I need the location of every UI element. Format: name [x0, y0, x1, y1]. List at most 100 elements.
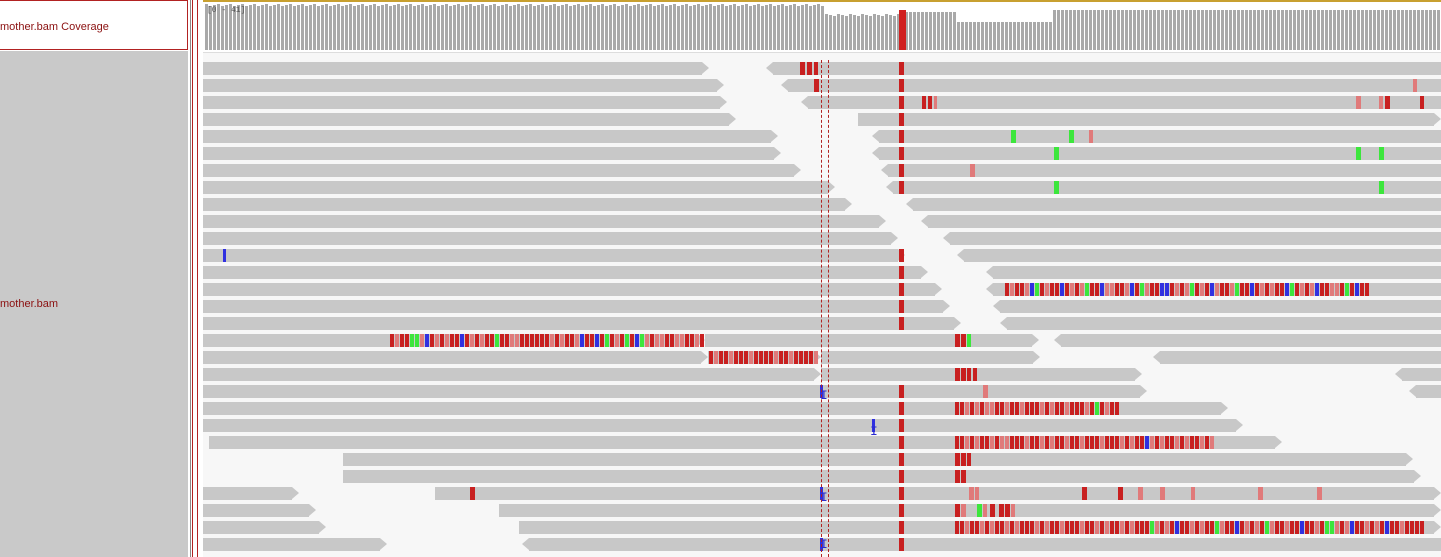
read-alignment[interactable] [203, 147, 774, 160]
read-alignment[interactable] [821, 368, 1135, 381]
read-alignment[interactable] [203, 215, 879, 228]
read-alignment[interactable] [203, 300, 943, 313]
mismatch-base [899, 436, 904, 449]
alignment-track-name[interactable]: mother.bam [0, 51, 188, 557]
read-alignment[interactable] [1402, 368, 1441, 381]
read-alignment[interactable] [203, 249, 898, 262]
coverage-bar [965, 22, 968, 50]
panel-divider[interactable] [191, 0, 200, 557]
read-alignment[interactable] [203, 181, 828, 194]
read-alignment[interactable] [203, 317, 954, 330]
read-alignment[interactable] [879, 130, 1441, 143]
coverage-bar [1357, 10, 1360, 50]
read-alignment[interactable] [203, 368, 814, 381]
mismatch-base [1100, 402, 1104, 415]
read-alignment[interactable] [343, 470, 1414, 483]
mismatch-base [1060, 521, 1064, 534]
read-alignment[interactable] [964, 249, 1441, 262]
read-alignment[interactable] [993, 266, 1441, 279]
read-alignment[interactable] [1160, 351, 1441, 364]
read-alignment[interactable] [203, 164, 794, 177]
read-alignment[interactable] [893, 181, 1441, 194]
read-alignment[interactable] [203, 351, 701, 364]
read-alignment[interactable] [879, 147, 1441, 160]
mismatch-base [420, 334, 424, 347]
coverage-track-name[interactable]: mother.bam Coverage [0, 0, 188, 50]
coverage-bar [1009, 22, 1012, 50]
mismatch-base [1290, 521, 1294, 534]
insertion-marker-icon[interactable]: I [820, 538, 828, 551]
read-arrow-forward [845, 198, 852, 210]
read-alignment[interactable] [858, 113, 1434, 126]
read-alignment[interactable] [1061, 334, 1441, 347]
mismatch-base [1150, 521, 1154, 534]
coverage-bar [1129, 10, 1132, 50]
read-alignment[interactable] [203, 79, 717, 92]
read-alignment[interactable] [705, 334, 1032, 347]
mismatch-base [1310, 521, 1314, 534]
read-alignment[interactable] [888, 164, 1441, 177]
read-alignment[interactable] [203, 113, 729, 126]
read-alignment[interactable] [343, 453, 1406, 466]
data-panel[interactable]: [0 - 41] I I I I [203, 0, 1441, 557]
read-alignment[interactable] [203, 487, 292, 500]
mismatch-base [670, 334, 674, 347]
read-alignment[interactable] [203, 419, 1236, 432]
mismatch-base [1120, 436, 1124, 449]
coverage-bar [1169, 10, 1172, 50]
mismatch-base [1160, 436, 1164, 449]
mismatch-base [540, 334, 544, 347]
read-alignment[interactable] [788, 79, 1441, 92]
mismatch-base [1070, 436, 1074, 449]
coverage-track[interactable]: [0 - 41] [203, 0, 1441, 53]
read-alignment[interactable] [203, 266, 921, 279]
read-alignment[interactable] [203, 198, 845, 211]
read-alignment[interactable] [1416, 385, 1441, 398]
mismatch-base [690, 334, 694, 347]
read-alignment[interactable] [529, 538, 1441, 551]
coverage-bar [1269, 10, 1272, 50]
read-alignment[interactable] [950, 232, 1441, 245]
read-alignment[interactable] [435, 487, 1434, 500]
read-alignment[interactable] [928, 215, 1441, 228]
read-alignment[interactable] [773, 62, 1441, 75]
coverage-bar [477, 5, 480, 50]
read-alignment[interactable] [203, 96, 720, 109]
insertion-marker-icon[interactable]: I [820, 389, 828, 402]
coverage-bar [629, 6, 632, 50]
mismatch-base [1060, 283, 1064, 296]
read-alignment[interactable] [203, 521, 319, 534]
read-alignment[interactable] [808, 96, 1441, 109]
coverage-bar [1437, 10, 1440, 50]
coverage-bar [1185, 10, 1188, 50]
coverage-bar [769, 4, 772, 50]
read-alignment[interactable] [203, 62, 702, 75]
read-alignment[interactable] [203, 504, 309, 517]
mismatch-base [1200, 283, 1204, 296]
mismatch-base [809, 351, 813, 364]
coverage-bar [1149, 10, 1152, 50]
read-alignment[interactable] [821, 351, 1033, 364]
coverage-bar [701, 6, 704, 50]
mismatch-base [899, 96, 904, 109]
coverage-bar [249, 5, 252, 50]
read-alignment[interactable] [1000, 300, 1441, 313]
read-alignment[interactable] [499, 504, 1434, 517]
mismatch-base [970, 164, 975, 177]
insertion-marker-icon[interactable]: I [870, 425, 878, 438]
read-alignment[interactable] [1007, 317, 1441, 330]
read-alignment[interactable] [203, 232, 891, 245]
mismatch-base [1260, 283, 1264, 296]
read-alignment[interactable] [203, 130, 771, 143]
mismatch-base [807, 62, 812, 75]
read-alignment[interactable] [203, 385, 1140, 398]
mismatch-base [1035, 402, 1039, 415]
insertion-marker-icon[interactable]: I [820, 491, 828, 504]
read-alignment[interactable] [203, 283, 935, 296]
coverage-bar [433, 4, 436, 50]
read-alignment[interactable] [913, 198, 1441, 211]
read-alignment[interactable] [203, 538, 380, 551]
alignment-track[interactable]: I I I I [203, 60, 1441, 557]
mismatch-base [969, 487, 974, 500]
mismatch-base [1040, 283, 1044, 296]
